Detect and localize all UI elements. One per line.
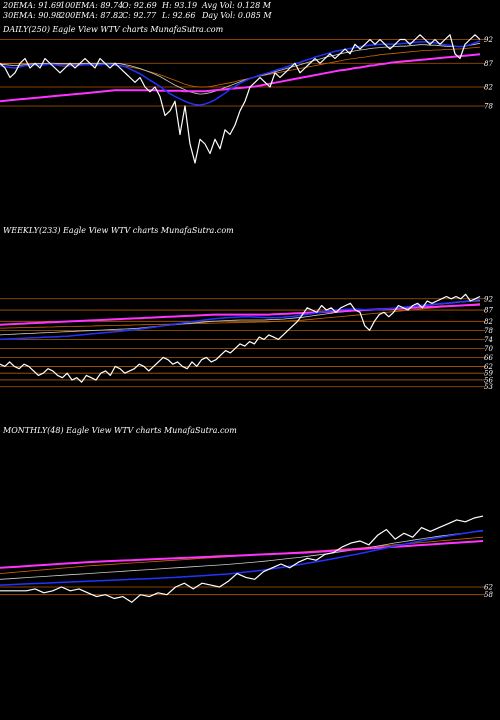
daily-ema-mid-line	[0, 42, 481, 95]
weekly-y-tick-label: 66	[484, 354, 493, 362]
weekly-ema-long-line	[0, 303, 481, 329]
weekly-price-line	[0, 293, 481, 383]
daily-y-tick-label: 82	[484, 84, 493, 92]
header-open: O: 92.69	[122, 1, 157, 10]
weekly-y-tick-label: 78	[484, 327, 493, 335]
monthly-ema-mid-line	[0, 530, 484, 580]
daily-ema-fast-line	[0, 40, 481, 106]
daily-ema-long-line	[0, 46, 481, 88]
header-high: H: 93.19	[161, 1, 197, 10]
weekly-y-tick-label: 53	[484, 383, 493, 391]
weekly-y-tick-label: 92	[484, 295, 493, 303]
monthly-price-line	[0, 515, 484, 603]
daily-y-tick-label: 78	[484, 103, 493, 111]
weekly-y-tick-label: 82	[484, 318, 493, 326]
header-avg-vol: Avg Vol: 0.128 M	[201, 1, 272, 10]
weekly-panel: WEEKLY(233) Eagle View WTV charts Munafa…	[0, 226, 493, 391]
weekly-y-tick-label: 87	[484, 307, 493, 315]
weekly-y-tick-label: 56	[484, 376, 493, 384]
weekly-y-tick-label: 59	[484, 370, 493, 378]
header-day-vol: Day Vol: 0.085 M	[201, 11, 272, 20]
weekly-panel-title: WEEKLY(233) Eagle View WTV charts Munafa…	[3, 226, 234, 235]
weekly-y-tick-label: 70	[484, 345, 493, 353]
header-ema200: 200EMA: 87.82	[59, 11, 123, 20]
header-ema20: 20EMA: 91.69	[2, 1, 61, 10]
weekly-ema-mid-line	[0, 300, 481, 336]
header-close: C: 92.77	[122, 11, 157, 20]
weekly-ema-slow-line	[0, 303, 481, 326]
monthly-y-tick-label: 58	[484, 591, 493, 599]
weekly-y-tick-label: 74	[484, 336, 493, 344]
header-ema30: 30EMA: 90.98	[3, 11, 61, 20]
daily-y-tick-label: 92	[484, 36, 493, 44]
monthly-y-tick-label: 62	[484, 584, 493, 592]
header-ema100: 100EMA: 89.74	[60, 1, 123, 10]
monthly-ema-slow-line	[0, 540, 484, 569]
daily-ema-slow-line	[0, 53, 481, 103]
weekly-y-tick-label: 62	[484, 363, 493, 371]
header-low: L: 92.66	[161, 11, 195, 20]
monthly-panel-title: MONTHLY(48) Eagle View WTV charts Munafa…	[2, 426, 237, 435]
weekly-ema-fast-line	[0, 299, 481, 341]
monthly-panel: MONTHLY(48) Eagle View WTV charts Munafa…	[0, 426, 493, 603]
monthly-ema-fast-line	[0, 529, 484, 586]
daily-y-tick-label: 87	[484, 60, 493, 68]
daily-price-line	[0, 34, 481, 164]
daily-panel-title: DAILY(250) Eagle View WTV charts MunafaS…	[2, 25, 224, 34]
daily-panel: DAILY(250) Eagle View WTV charts MunafaS…	[0, 25, 493, 164]
